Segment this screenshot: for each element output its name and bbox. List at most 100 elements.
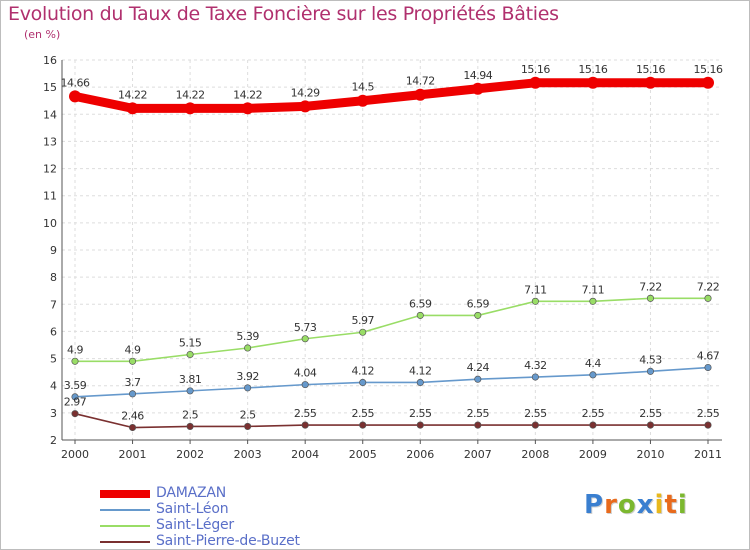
logo-letter: t: [664, 490, 678, 520]
series-line-1: [70, 78, 713, 113]
data-point: [416, 421, 424, 429]
data-label: 2.55: [351, 407, 374, 420]
data-point: [244, 384, 252, 392]
y-tick-label: 8: [50, 271, 57, 284]
data-point: [414, 88, 427, 101]
y-tick-label: 7: [50, 298, 57, 311]
data-point: [416, 378, 424, 387]
y-tick-label: 15: [43, 81, 57, 94]
y-tick-label: 9: [50, 244, 57, 257]
data-label: 15.16: [694, 63, 723, 76]
data-label: 4.4: [585, 357, 601, 370]
axes: 2 3 4 5 6 7 8 9 10 11 12 13 14 15 16 2000 2001 2002 2003 20…: [43, 54, 722, 461]
data-point: [356, 94, 369, 107]
y-tick-label: 14: [43, 108, 57, 121]
x-tick-label: 2011: [694, 448, 722, 461]
data-point: [531, 421, 539, 429]
data-label: 15.16: [521, 63, 550, 76]
x-tick-label: 2000: [61, 448, 89, 461]
chart-title: Evolution du Taux de Taxe Foncière sur l…: [8, 3, 559, 25]
x-tick-label: 2002: [176, 448, 204, 461]
legend-item: DAMAZAN: [100, 485, 360, 502]
legend-swatch: [100, 509, 150, 511]
legend-label: Saint-Pierre-de-Buzet: [156, 533, 300, 549]
x-tick-label: 2008: [521, 448, 549, 461]
data-label: 14.72: [406, 75, 435, 88]
data-point: [646, 294, 655, 302]
legend-item: Saint-Pierre-de-Buzet: [100, 533, 360, 550]
data-point: [644, 76, 657, 89]
y-tick-label: 10: [43, 217, 57, 230]
data-label: 3.7: [125, 376, 141, 389]
data-label: 2.55: [409, 407, 432, 420]
data-point: [529, 76, 542, 89]
data-point: [128, 357, 137, 365]
data-point: [531, 297, 539, 305]
data-label: 4.53: [639, 353, 662, 366]
y-tick-label: 6: [50, 325, 57, 338]
legend-label: DAMAZAN: [156, 485, 227, 501]
data-point: [69, 90, 81, 103]
data-label: 2.46: [121, 410, 144, 423]
data-point: [474, 311, 482, 319]
data-label: 15.16: [636, 63, 665, 76]
data-point: [128, 423, 137, 432]
data-label: 7.11: [524, 283, 547, 296]
logo-letter: P: [584, 490, 605, 520]
logo-letter: i: [654, 490, 665, 520]
x-tick-label: 2005: [349, 448, 377, 461]
logo-letter: r: [604, 490, 618, 520]
data-point: [586, 76, 599, 89]
data-label: 7.22: [639, 280, 662, 293]
data-label: 14.5: [351, 81, 374, 94]
data-label: 2.55: [582, 407, 605, 420]
data-label: 3.81: [179, 373, 202, 386]
data-label: 4.67: [697, 350, 720, 363]
data-label: 7.11: [582, 283, 605, 296]
data-point: [474, 375, 482, 383]
data-point: [704, 363, 712, 372]
series: [69, 76, 714, 432]
data-label: 5.15: [179, 337, 202, 350]
data-label: 14.66: [61, 76, 90, 89]
series-line-3: [74, 297, 709, 363]
y-tick-label: 4: [50, 380, 57, 393]
data-label: 6.59: [409, 297, 432, 310]
logo-letter: i: [677, 490, 688, 520]
x-tick-label: 2003: [234, 448, 262, 461]
data-point: [359, 328, 367, 336]
y-tick-label: 16: [43, 54, 57, 67]
data-point: [646, 367, 655, 375]
y-tick-label: 2: [50, 434, 57, 447]
legend-swatch: [100, 525, 150, 527]
logo-letter: x: [636, 490, 655, 520]
series-line-4: [74, 412, 709, 429]
data-label: 2.55: [639, 407, 662, 420]
data-point: [301, 421, 309, 429]
legend-swatch: [100, 541, 150, 543]
data-point: [589, 371, 597, 379]
data-point: [244, 344, 252, 352]
data-label: 4.9: [125, 343, 141, 356]
legend-label: Saint-Léger: [156, 517, 234, 533]
data-label: 14.29: [291, 86, 320, 99]
x-tick-label: 2004: [291, 448, 319, 461]
data-label: 2.55: [524, 407, 547, 420]
data-point: [128, 390, 137, 398]
data-point: [359, 421, 367, 429]
data-point: [244, 422, 252, 430]
data-point: [704, 294, 712, 302]
data-point: [359, 378, 367, 387]
data-label: 15.16: [578, 63, 607, 76]
data-label: 3.92: [236, 370, 259, 383]
data-point: [184, 102, 197, 115]
data-point: [301, 335, 309, 343]
y-tick-label: 13: [43, 135, 57, 148]
data-label: 3.59: [64, 379, 87, 392]
data-label: 6.59: [467, 297, 490, 310]
legend: DAMAZAN Saint-Léon Saint-Léger Saint-Pierre…: [100, 485, 360, 550]
data-label: 5.97: [351, 314, 374, 327]
data-label: 2.55: [467, 407, 490, 420]
data-point: [471, 82, 484, 95]
